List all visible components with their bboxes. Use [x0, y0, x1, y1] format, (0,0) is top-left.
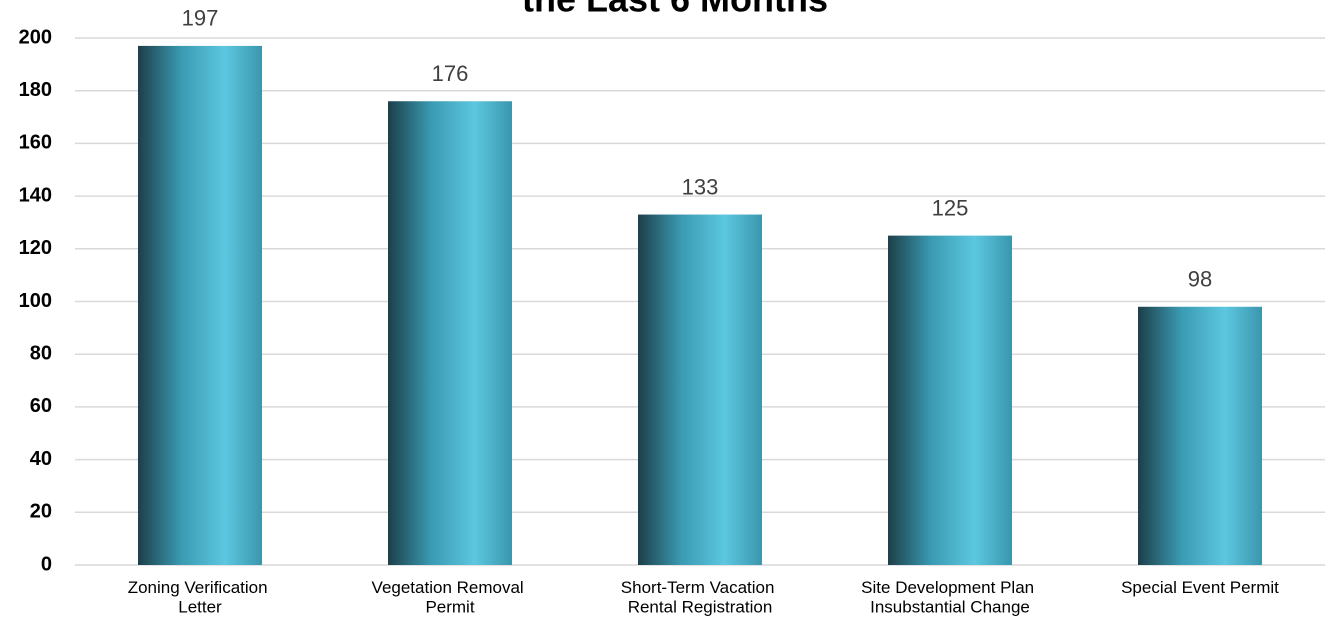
x-tick-label: Zoning Verification Letter: [128, 578, 273, 617]
x-tick-label: Special Event Permit: [1121, 578, 1279, 597]
value-label: 133: [682, 174, 719, 199]
value-label: 176: [432, 61, 469, 86]
bar: [638, 214, 762, 566]
y-tick-label: 80: [30, 342, 52, 364]
chart-title: the Last 6 Months: [522, 0, 828, 20]
y-tick-label: 140: [19, 184, 52, 206]
x-tick-label: Short-Term Vacation Rental Registration: [621, 578, 779, 617]
y-tick-label: 60: [30, 395, 52, 417]
y-tick-label: 160: [19, 132, 52, 154]
y-tick-label: 120: [19, 237, 52, 259]
y-tick-label: 180: [19, 79, 52, 101]
y-tick-label: 20: [30, 501, 52, 523]
x-tick-label: Vegetation Removal Permit: [372, 578, 529, 617]
y-tick-label: 0: [41, 553, 52, 575]
y-tick-label: 40: [30, 448, 52, 470]
bar: [388, 101, 512, 566]
value-label: 125: [932, 195, 969, 220]
y-tick-label: 100: [19, 290, 52, 312]
y-tick-label: 200: [19, 26, 52, 48]
bar: [1138, 306, 1262, 565]
bar: [888, 235, 1012, 565]
value-label: 197: [182, 6, 219, 31]
x-tick-label: Site Development Plan Insubstantial Chan…: [861, 578, 1039, 617]
bar: [138, 45, 262, 565]
value-label: 98: [1188, 267, 1212, 292]
